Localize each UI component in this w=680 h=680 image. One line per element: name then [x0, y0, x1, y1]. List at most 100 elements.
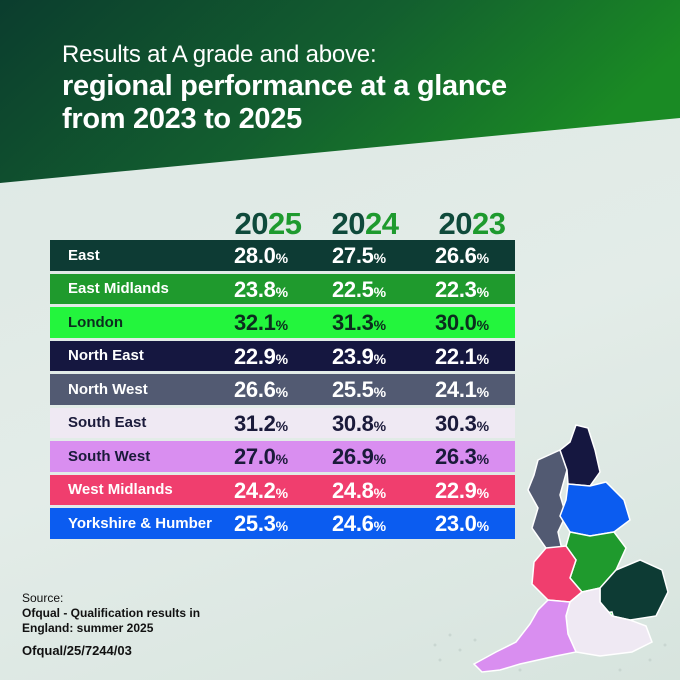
- value-2024: 25.5%: [332, 377, 386, 403]
- source-line-2: England: summer 2025: [22, 621, 154, 635]
- map-region-yorkshire-humber: [559, 481, 631, 537]
- percent-sign: %: [373, 384, 386, 400]
- table-row: West Midlands 24.2% 24.8% 22.9%: [50, 474, 515, 505]
- value-number: 31.3: [332, 310, 374, 335]
- percent-sign: %: [476, 384, 489, 400]
- percent-sign: %: [373, 317, 386, 333]
- percent-sign: %: [275, 484, 288, 501]
- year-header-2024: 2024: [331, 206, 399, 241]
- percent-sign: %: [476, 484, 489, 501]
- table-row: South West 27.0% 26.9% 26.3%: [50, 441, 515, 472]
- value-2024: 26.9%: [332, 444, 386, 470]
- value-number: 26.9: [332, 444, 374, 469]
- source-note: Source: Ofqual - Qualification results i…: [22, 591, 200, 636]
- percent-sign: %: [275, 417, 288, 434]
- table-row: North West 26.6% 25.5% 24.1%: [50, 374, 515, 405]
- value-2023: 23.0%: [435, 511, 489, 537]
- source-line-1: Ofqual - Qualification results in: [22, 606, 201, 620]
- region-name: London: [68, 313, 123, 331]
- england-regions-map: [433, 424, 669, 673]
- map-region-north-west: [527, 448, 568, 551]
- title-line-2: regional performance at a glance: [62, 70, 507, 102]
- value-number: 24.6: [332, 511, 374, 536]
- table-row: East 28.0% 27.5% 26.6%: [50, 240, 515, 271]
- header-band: [0, 0, 680, 183]
- value-2023: 26.3%: [435, 444, 489, 470]
- value-2024: 24.8%: [332, 478, 386, 504]
- percent-sign: %: [476, 250, 489, 266]
- value-number: 27.0: [234, 444, 276, 469]
- percent-sign: %: [476, 417, 489, 434]
- value-2024: 31.3%: [332, 310, 386, 336]
- value-number: 22.5: [332, 276, 374, 302]
- value-number: 31.2: [234, 410, 276, 436]
- value-number: 30.8: [332, 410, 374, 436]
- year-header-2025: 2025: [234, 206, 302, 241]
- value-number: 32.1: [234, 310, 276, 335]
- table-row: East Midlands 23.8% 22.5% 22.3%: [50, 273, 515, 304]
- percent-sign: %: [373, 283, 386, 300]
- value-2025: 24.2%: [234, 478, 288, 504]
- value-number: 26.3: [435, 444, 477, 469]
- value-2024: 30.8%: [332, 411, 386, 437]
- value-number: 23.0: [435, 511, 477, 536]
- map-region-north-east: [559, 424, 601, 487]
- value-2025: 23.8%: [234, 277, 288, 303]
- value-2023: 24.1%: [435, 377, 489, 403]
- percent-sign: %: [275, 384, 288, 400]
- value-2025: 28.0%: [234, 243, 288, 269]
- value-number: 25.5: [332, 377, 374, 402]
- percent-sign: %: [275, 250, 288, 266]
- percent-sign: %: [476, 317, 489, 333]
- percent-sign: %: [476, 350, 489, 367]
- results-table: East 28.0% 27.5% 26.6% East Midlands 23.8% 22.…: [50, 240, 515, 542]
- value-2024: 22.5%: [332, 277, 386, 303]
- table-row: North East 22.9% 23.9% 22.1%: [50, 340, 515, 371]
- region-name: East Midlands: [68, 280, 169, 298]
- percent-sign: %: [275, 317, 288, 333]
- percent-sign: %: [275, 518, 288, 534]
- value-number: 24.2: [234, 477, 276, 503]
- source-label: Source:: [22, 591, 64, 605]
- value-2025: 22.9%: [234, 344, 288, 370]
- percent-sign: %: [373, 518, 386, 534]
- percent-sign: %: [275, 283, 288, 300]
- value-number: 25.3: [234, 511, 276, 536]
- value-2025: 31.2%: [234, 411, 288, 437]
- region-name: East: [68, 246, 100, 264]
- value-number: 26.6: [234, 377, 276, 402]
- value-2023: 30.0%: [435, 310, 489, 336]
- region-name: North West: [68, 380, 148, 398]
- value-number: 22.9: [234, 343, 276, 369]
- region-name: South West: [68, 447, 151, 465]
- value-2024: 27.5%: [332, 243, 386, 269]
- map-region-south-west: [472, 599, 578, 673]
- value-number: 23.9: [332, 343, 374, 369]
- table-row: London 32.1% 31.3% 30.0%: [50, 307, 515, 338]
- percent-sign: %: [373, 484, 386, 501]
- title-line-1: Results at A grade and above:: [62, 41, 377, 68]
- region-name: West Midlands: [68, 481, 173, 499]
- percent-sign: %: [373, 250, 386, 266]
- value-2025: 25.3%: [234, 511, 288, 537]
- value-number: 22.1: [435, 343, 477, 369]
- value-2024: 23.9%: [332, 344, 386, 370]
- value-number: 22.9: [435, 477, 477, 503]
- region-name: South East: [68, 414, 147, 432]
- percent-sign: %: [373, 417, 386, 434]
- reference-code: Ofqual/25/7244/03: [22, 643, 132, 658]
- value-2024: 24.6%: [332, 511, 386, 537]
- percent-sign: %: [373, 350, 386, 367]
- value-number: 24.8: [332, 477, 374, 503]
- value-number: 24.1: [435, 377, 477, 402]
- percent-sign: %: [275, 451, 288, 467]
- value-2023: 30.3%: [435, 411, 489, 437]
- value-number: 23.8: [234, 276, 276, 302]
- percent-sign: %: [476, 518, 489, 534]
- percent-sign: %: [275, 350, 288, 367]
- value-number: 22.3: [435, 276, 477, 302]
- value-2025: 32.1%: [234, 310, 288, 336]
- value-2023: 22.3%: [435, 277, 489, 303]
- percent-sign: %: [373, 451, 386, 467]
